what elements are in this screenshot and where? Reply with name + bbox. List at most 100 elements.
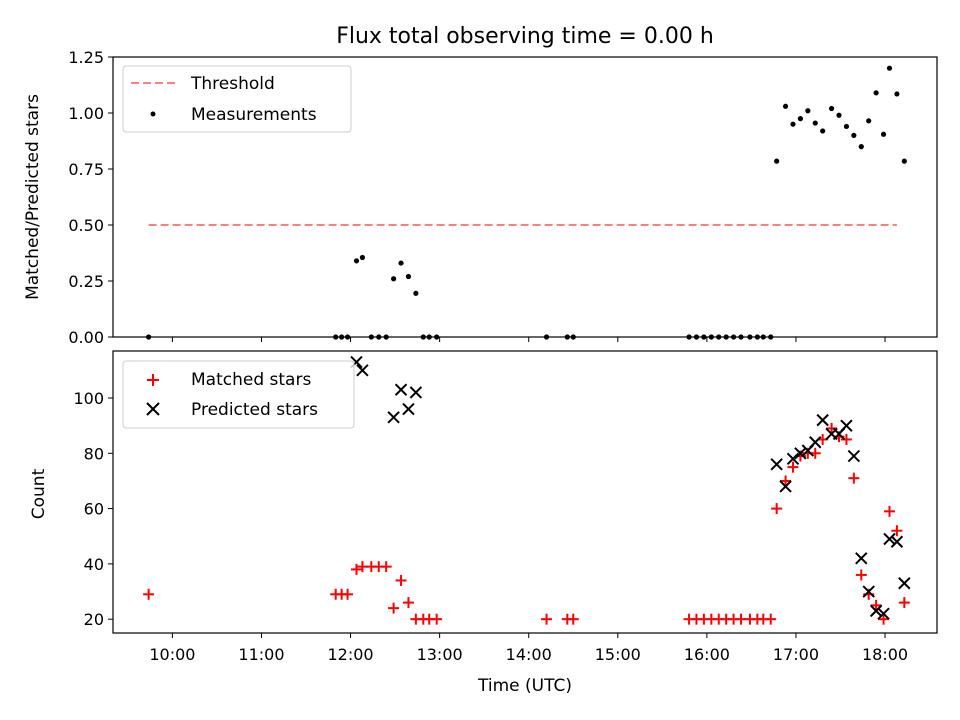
ratio-y-ticks: 0.00 0.25 0.50 0.75 1.00 1.25 [68, 48, 113, 347]
matched-star-point [342, 588, 354, 600]
threshold-legend-label: Threshold [190, 74, 275, 94]
matched-star-point [891, 525, 903, 537]
predicted-star-point [770, 458, 783, 471]
x-tick-label: 18:00 [862, 645, 908, 664]
matched-star-point [771, 503, 783, 515]
measurement-point [398, 260, 404, 266]
ratio-legend-box [122, 65, 352, 133]
predicted-legend-swatch [146, 402, 160, 416]
matched-star-point [855, 569, 867, 581]
matched-star-point [380, 561, 392, 573]
measurements-legend-label: Measurements [191, 105, 317, 125]
predicted-star-point [840, 419, 853, 432]
count-panel: 20 40 60 80 100 10:00 11:00 12:00 13:00 14:00 15:… [29, 350, 938, 696]
measurement-point [405, 273, 412, 280]
measurement-point [774, 158, 780, 164]
predicted-star-point [877, 607, 890, 620]
x-tick-label: 17:00 [773, 645, 819, 664]
ratio-panel: 0.00 0.25 0.50 0.75 1.00 1.25 Matched/Predict… [23, 48, 938, 347]
matched-star-point [898, 597, 910, 609]
matched-star-point [765, 613, 777, 625]
predicted-star-point [862, 585, 875, 598]
measurement-point [901, 158, 907, 164]
measurement-point [805, 108, 811, 114]
predicted-star-point [394, 383, 408, 396]
count-x-ticks: 10:00 11:00 12:00 13:00 14:00 15:00 16:00 17:00… [149, 633, 908, 664]
ratio-legend: Threshold Measurements [122, 65, 352, 133]
predicted-star-point [855, 552, 868, 565]
predicted-star-point [890, 535, 904, 548]
matched-star-point [848, 472, 860, 484]
ratio-y-tick-label: 0.25 [68, 272, 104, 291]
x-tick-label: 14:00 [506, 645, 552, 664]
measurement-point [843, 123, 850, 130]
predicted-star-point [402, 402, 415, 416]
measurement-point [894, 91, 900, 97]
count-marks [143, 355, 911, 625]
measurement-point [359, 254, 366, 261]
matched-star-point [780, 475, 792, 487]
matched-star-point [541, 613, 553, 625]
x-tick-label: 10:00 [149, 645, 195, 664]
ratio-y-tick-label: 1.25 [68, 48, 104, 67]
measurement-point [873, 90, 879, 96]
matched-star-point [870, 599, 882, 611]
predicted-star-point [898, 577, 911, 590]
ratio-y-tick-label: 0.75 [68, 160, 104, 179]
matched-star-point [567, 613, 579, 625]
predicted-star-point [786, 452, 800, 466]
predicted-star-point [356, 364, 369, 377]
matched-star-point [350, 563, 362, 575]
measurement-point [836, 112, 842, 118]
x-tick-label: 15:00 [595, 645, 641, 664]
measurement-point [782, 103, 789, 109]
matched-star-point [431, 613, 443, 625]
predicted-star-point [816, 413, 829, 427]
x-tick-label: 16:00 [684, 645, 730, 664]
predicted-star-point [809, 436, 822, 449]
measurement-point [880, 131, 887, 137]
measurement-point [353, 258, 360, 264]
measurement-point [413, 290, 419, 296]
matched-star-point [787, 461, 799, 473]
measurement-point [858, 144, 864, 150]
matched-star-point [840, 433, 852, 445]
count-y-tick-label: 60 [84, 500, 104, 519]
chart-title: Flux total observing time = 0.00 h [336, 24, 714, 49]
ratio-x-ticks [171, 337, 886, 342]
matched-star-point [402, 597, 414, 609]
measurement-point [391, 276, 397, 282]
x-tick-label: 13:00 [417, 645, 463, 664]
x-axis-label: Time (UTC) [477, 676, 572, 696]
count-y-tick-label: 100 [73, 389, 104, 408]
measurement-point [812, 120, 818, 126]
measurement-point [797, 116, 804, 122]
matched-star-point [878, 613, 890, 625]
count-legend-box [122, 360, 355, 429]
measurement-point [828, 105, 835, 112]
predicted-star-point [409, 386, 423, 399]
predicted-star-point [387, 411, 400, 424]
count-y-tick-label: 40 [84, 555, 104, 574]
ratio-y-tick-label: 0.50 [68, 216, 104, 235]
measurements-legend-swatch [150, 111, 156, 117]
x-tick-label: 11:00 [238, 645, 284, 664]
measurement-point [790, 121, 796, 127]
ratio-y-tick-label: 0.00 [68, 328, 104, 347]
count-panel-frame [112, 350, 938, 634]
matched-star-point [143, 588, 155, 600]
measurement-point [851, 132, 857, 138]
matched-legend-swatch [147, 374, 159, 386]
matched-star-point [395, 574, 407, 586]
count-y-tick-label: 80 [84, 444, 104, 463]
predicted-star-point [794, 447, 807, 460]
predicted-star-point [883, 532, 896, 546]
measurement-point [820, 128, 826, 134]
count-y-tick-label: 20 [84, 610, 104, 629]
measurement-point [866, 118, 872, 124]
predicted-star-point [869, 604, 883, 618]
matched-star-point [826, 422, 838, 434]
measurement-point [886, 65, 893, 71]
count-legend: Matched stars Predicted stars [122, 360, 355, 429]
